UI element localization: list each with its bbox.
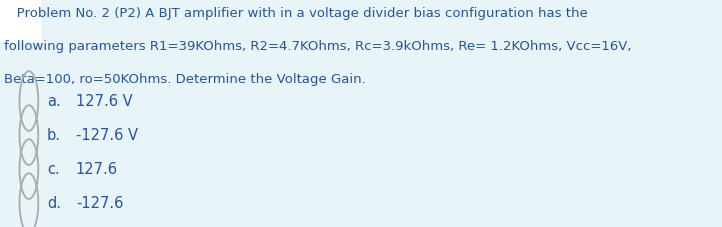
Text: c.: c. (47, 162, 60, 177)
Text: b.: b. (47, 128, 61, 143)
FancyBboxPatch shape (0, 0, 40, 41)
Text: 127.6 V: 127.6 V (76, 94, 132, 109)
Text: d.: d. (47, 196, 61, 211)
Text: -127.6: -127.6 (76, 196, 123, 211)
Text: Problem No. 2 (P2) A BJT amplifier with in a voltage divider bias configuration : Problem No. 2 (P2) A BJT amplifier with … (4, 7, 588, 20)
Text: a.: a. (47, 94, 61, 109)
Text: -127.6 V: -127.6 V (76, 128, 138, 143)
Text: Beta=100, ro=50KOhms. Determine the Voltage Gain.: Beta=100, ro=50KOhms. Determine the Volt… (4, 73, 365, 86)
Text: following parameters R1=39KOhms, R2=4.7KOhms, Rc=3.9kOhms, Re= 1.2KOhms, Vcc=16V: following parameters R1=39KOhms, R2=4.7K… (4, 40, 631, 53)
Text: 127.6: 127.6 (76, 162, 118, 177)
